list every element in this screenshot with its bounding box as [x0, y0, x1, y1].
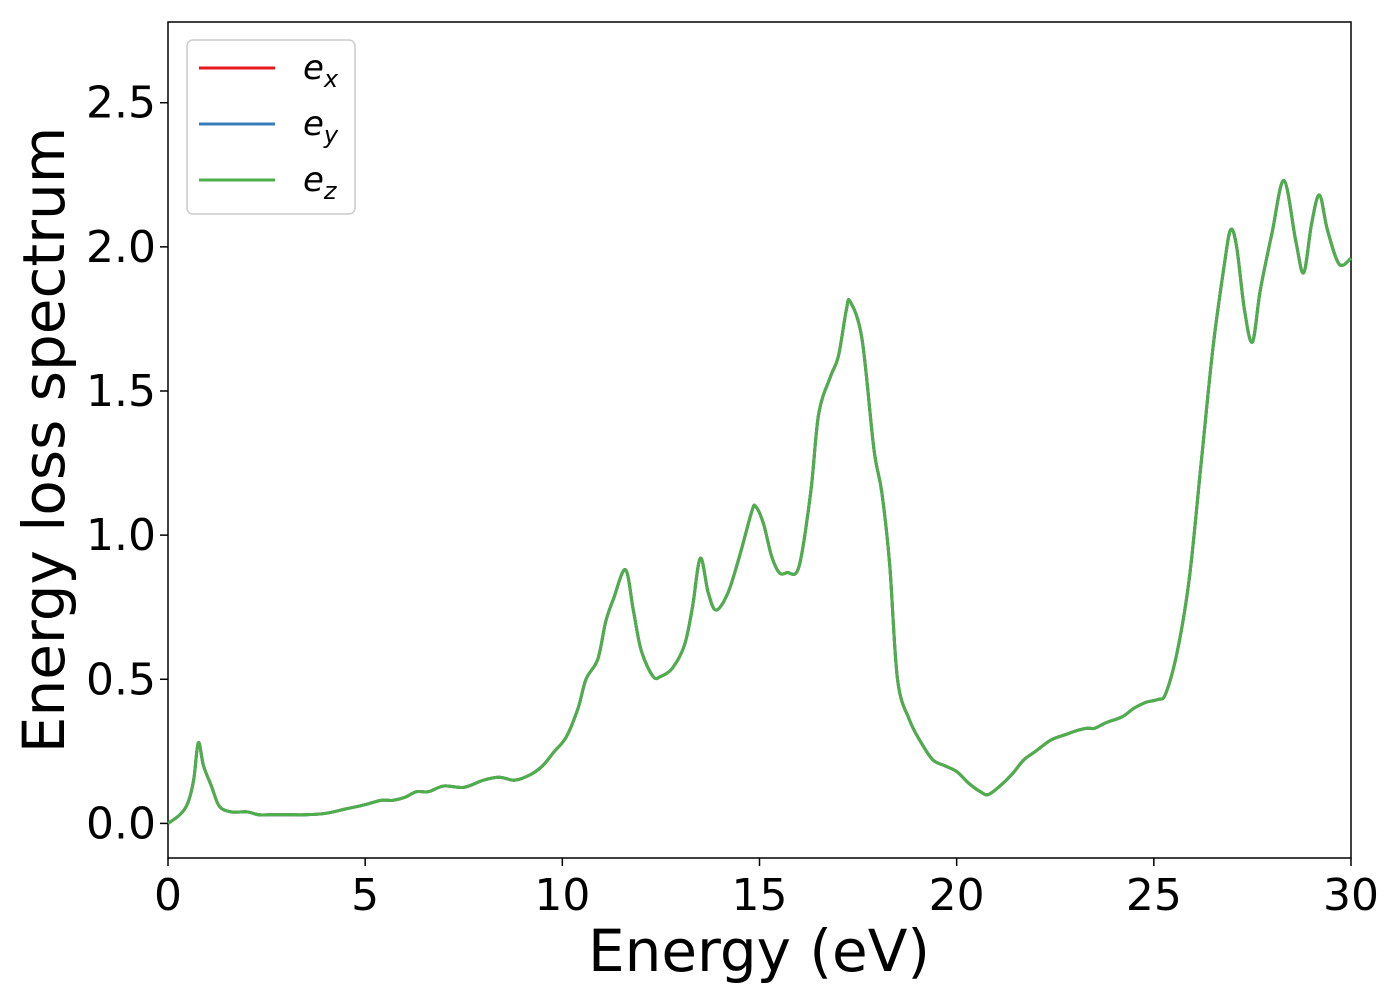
x-axis-title: Energy (eV) [588, 917, 930, 985]
y-tick-label: 0.5 [86, 654, 156, 705]
x-tick-label: 20 [929, 870, 985, 921]
y-axis-title: Energy loss spectrum [10, 127, 78, 753]
x-tick-label: 0 [154, 870, 182, 921]
legend-label: ey [303, 104, 339, 149]
series-layer [167, 179, 1352, 825]
x-tick-label: 15 [732, 870, 788, 921]
y-axis: 0.0 0.5 1.0 1.5 2.0 2.5 [86, 78, 168, 849]
plot-area [167, 21, 1352, 859]
x-tick-label: 5 [351, 870, 379, 921]
legend-label: ez [303, 160, 338, 205]
y-tick-label: 1.5 [86, 366, 156, 417]
x-tick-label: 25 [1126, 870, 1182, 921]
y-tick-label: 2.0 [86, 222, 156, 273]
y-tick-label: 2.5 [86, 78, 156, 129]
series-line-ez [167, 179, 1352, 825]
legend-box [186, 39, 356, 215]
y-tick-label: 1.0 [86, 510, 156, 561]
legend: ex ey ez [186, 39, 356, 215]
x-tick-label: 10 [534, 870, 590, 921]
legend-label: ex [303, 48, 339, 93]
x-axis: 0 5 10 15 20 25 30 [154, 858, 1379, 921]
x-tick-label: 30 [1323, 870, 1379, 921]
y-tick-label: 0.0 [86, 798, 156, 849]
